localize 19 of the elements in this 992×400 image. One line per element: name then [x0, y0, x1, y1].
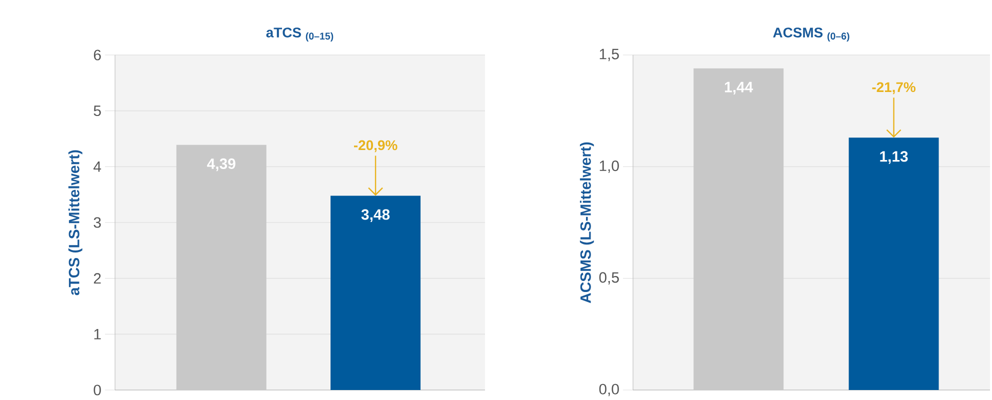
annotation: -20,9%: [354, 140, 398, 152]
y-tick-label: 1,0: [600, 160, 619, 173]
y-tick-label: 3: [94, 217, 101, 228]
y-tick-label: 0,0: [599, 384, 619, 396]
y-tick-label: 2: [94, 273, 101, 284]
y-tick-label: 1,5: [600, 48, 619, 62]
y-axis-title: ACSMS (LS-Mittelwert): [580, 142, 594, 304]
data-label: 3,48: [361, 209, 390, 222]
y-tick-label: 6: [94, 50, 101, 60]
y-tick-label: 1: [94, 329, 101, 340]
data-label: 1,13: [880, 151, 908, 164]
chart-title: aTCS $_{(0–15)}$: [266, 28, 334, 42]
y-tick-label: 5: [94, 106, 101, 116]
chart-title: ACSMS $_{(0–6)}$: [773, 28, 850, 42]
y-tick-label: 4: [94, 162, 102, 172]
y-tick-label: 0,5: [599, 272, 619, 284]
y-axis-title: aTCS (LS-Mittelwert): [68, 150, 82, 296]
y-tick-label: 0: [94, 384, 101, 396]
annotation: -21,7%: [872, 82, 916, 94]
